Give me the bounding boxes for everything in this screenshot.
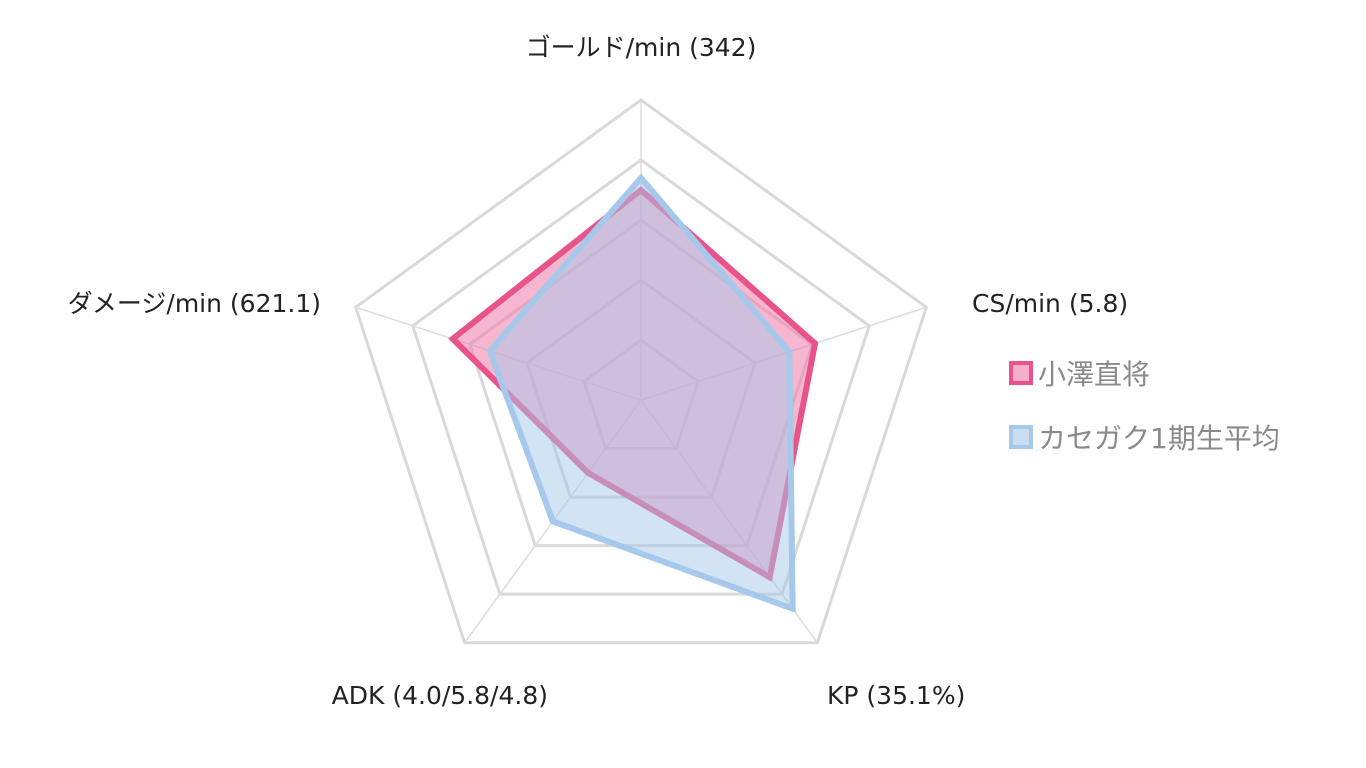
legend-swatch-2 [1009, 425, 1033, 449]
legend-swatch-1 [1009, 361, 1033, 385]
legend-label-2: カセガク1期生平均 [1038, 422, 1280, 455]
axis-label-3: KP (35.1%) [827, 681, 965, 710]
axis-label-1: ゴールド/min (342) [526, 33, 757, 62]
grid-ring-5 [353, 98, 929, 645]
radar-series-layer [448, 173, 819, 614]
grid-ring-4 [410, 158, 872, 596]
axis-label-5: ダメージ/min (621.1) [68, 289, 321, 318]
radar-axis-labels: ゴールド/min (342) CS/min (5.8) KP (35.1%) ADK … [68, 33, 1128, 710]
series-area-2 [486, 173, 796, 614]
axis-label-2: CS/min (5.8) [972, 289, 1128, 318]
axis-label-4: ADK (4.0/5.8/4.8) [332, 681, 548, 710]
legend-label-1: 小澤直将 [1038, 358, 1150, 391]
